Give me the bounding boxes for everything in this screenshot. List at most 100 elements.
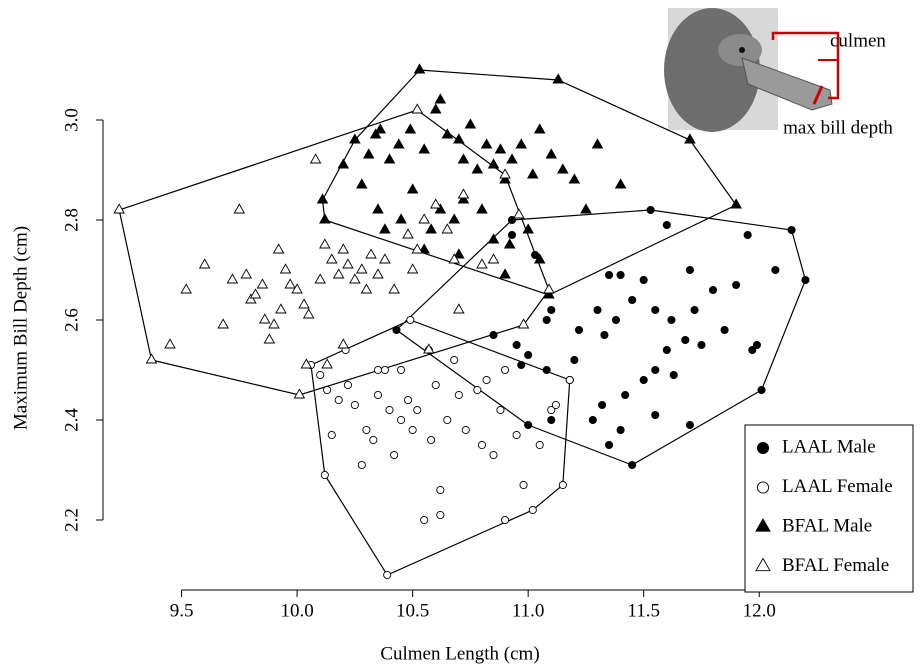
marker <box>681 335 690 345</box>
marker <box>240 268 253 279</box>
marker <box>748 345 757 355</box>
y-tick-label: 3.0 <box>61 108 82 132</box>
marker <box>420 515 429 525</box>
marker <box>591 138 604 149</box>
marker <box>436 510 445 520</box>
marker <box>588 415 597 425</box>
marker <box>604 440 614 450</box>
marker <box>411 103 424 114</box>
annotation: culmen <box>830 30 886 51</box>
marker <box>272 243 285 254</box>
y-tick-label: 2.4 <box>61 408 82 432</box>
marker <box>441 223 454 234</box>
marker <box>402 228 414 239</box>
marker <box>406 263 419 274</box>
marker <box>771 265 780 275</box>
marker <box>667 315 676 325</box>
x-tick-label: 10.0 <box>280 600 313 621</box>
marker <box>429 198 442 209</box>
marker <box>350 400 359 410</box>
marker <box>325 253 338 264</box>
marker <box>565 375 574 385</box>
marker <box>423 343 435 354</box>
depth-marker <box>812 85 824 105</box>
marker <box>501 515 510 525</box>
marker <box>524 350 533 360</box>
marker <box>513 208 525 219</box>
y-tick-label: 2.6 <box>61 308 82 332</box>
marker <box>570 355 579 365</box>
marker <box>319 238 331 249</box>
marker <box>383 570 392 580</box>
marker <box>113 203 125 214</box>
x-axis-title: Culmen Length (cm) <box>380 643 539 664</box>
marker <box>542 365 551 375</box>
bird-photo: culmen max bill depth <box>664 8 893 138</box>
marker <box>598 400 607 410</box>
marker <box>543 283 555 294</box>
y-axis-title: Maximum Bill Depth (cm) <box>10 226 31 430</box>
marker <box>662 345 671 355</box>
marker <box>519 480 528 490</box>
marker <box>349 273 361 284</box>
marker <box>547 405 556 415</box>
marker <box>342 258 354 269</box>
marker <box>383 153 396 164</box>
marker <box>651 410 660 420</box>
marker <box>568 173 581 184</box>
marker <box>801 275 810 285</box>
marker <box>434 203 447 214</box>
marker <box>372 203 384 214</box>
marker <box>436 485 445 495</box>
marker <box>720 325 729 335</box>
x-tick-label: 9.5 <box>170 600 194 621</box>
marker <box>489 450 498 460</box>
bird-bill <box>741 57 833 111</box>
marker <box>499 268 511 279</box>
marker <box>639 275 648 285</box>
marker <box>542 315 551 325</box>
marker <box>604 270 614 280</box>
marker <box>429 103 442 114</box>
marker <box>379 223 391 234</box>
x-tick-label: 12.0 <box>743 600 776 621</box>
marker <box>314 273 326 284</box>
legend-marker <box>755 557 771 572</box>
hull <box>118 109 550 396</box>
marker <box>454 390 463 400</box>
marker <box>507 230 517 240</box>
marker <box>388 283 400 294</box>
marker <box>528 505 537 515</box>
marker <box>385 405 394 415</box>
marker <box>337 338 350 349</box>
marker <box>515 138 528 149</box>
x-tick-label: 11.5 <box>627 600 660 621</box>
marker <box>145 353 158 364</box>
marker <box>506 153 518 164</box>
marker <box>397 415 406 425</box>
marker <box>662 220 671 230</box>
marker <box>685 420 694 430</box>
legend: LAAL Male LAAL Female BFAL Male BFAL Female <box>744 424 914 593</box>
legend-label: LAAL Male <box>782 436 876 457</box>
marker <box>392 138 405 149</box>
marker <box>453 303 465 314</box>
marker <box>327 430 336 440</box>
marker <box>487 253 500 264</box>
marker <box>302 308 315 319</box>
marker <box>476 203 488 214</box>
marker <box>291 283 303 294</box>
marker <box>334 395 343 405</box>
marker <box>489 330 498 340</box>
marker <box>180 283 192 294</box>
legend-label: LAAL Female <box>782 476 893 497</box>
marker <box>752 340 761 350</box>
marker <box>268 318 280 329</box>
marker <box>332 268 345 279</box>
marker <box>198 258 211 269</box>
marker <box>457 193 470 204</box>
marker <box>543 288 555 299</box>
marker <box>379 253 391 264</box>
marker <box>457 153 470 164</box>
